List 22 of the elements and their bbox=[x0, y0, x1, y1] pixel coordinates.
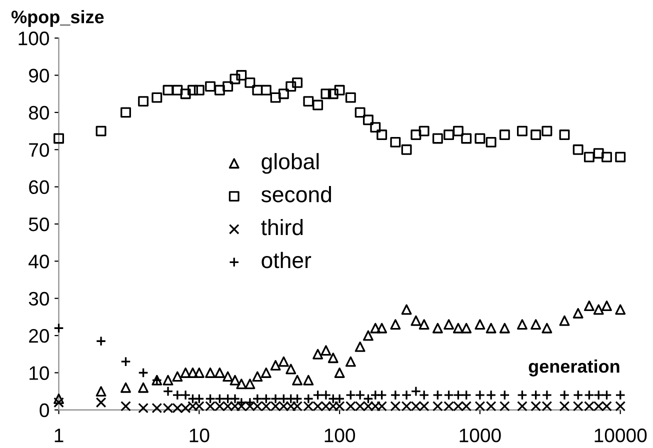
x-axis-title: generation bbox=[528, 360, 620, 376]
y-tick-label: 70 bbox=[29, 143, 49, 157]
y-tick-label: 50 bbox=[28, 217, 49, 232]
legend-label: other bbox=[262, 252, 312, 268]
y-tick-label: 20 bbox=[29, 329, 49, 343]
legend-label: second bbox=[261, 186, 332, 202]
y-axis-title: %pop_size bbox=[11, 10, 104, 27]
y-tick-label: 0 bbox=[40, 403, 49, 418]
x-tick-label: 1000 bbox=[460, 428, 501, 442]
x-tick-label: 1 bbox=[54, 428, 64, 442]
x-tick-label: 100 bbox=[324, 428, 356, 442]
legend-label: global bbox=[262, 153, 319, 174]
y-tick-label: 40 bbox=[28, 254, 49, 268]
y-tick-label: 60 bbox=[29, 180, 49, 194]
y-tick-label: 100 bbox=[18, 32, 49, 46]
y-tick-label: 30 bbox=[28, 292, 49, 306]
x-tick-label: 10 bbox=[190, 428, 210, 442]
y-tick-label: 10 bbox=[30, 366, 49, 380]
x-tick-label: 10000 bbox=[594, 428, 647, 442]
y-tick-label: 80 bbox=[28, 106, 49, 120]
y-tick-label: 90 bbox=[29, 68, 49, 82]
legend-label: third bbox=[261, 218, 303, 236]
